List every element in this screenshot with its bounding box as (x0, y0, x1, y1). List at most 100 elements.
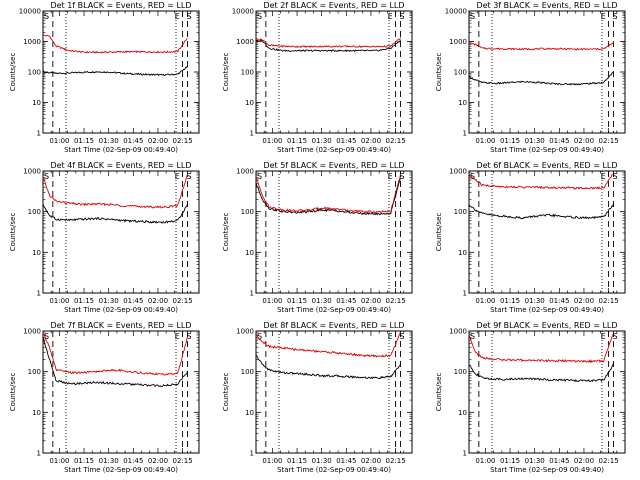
y-tick-label: 10 (458, 409, 467, 417)
x-tick-label: 01:45 (123, 297, 143, 305)
interval-marker-label: S (400, 172, 405, 181)
x-tick-label: 02:00 (148, 457, 168, 465)
x-tick-label: 02:00 (148, 137, 168, 145)
x-axis-label: Start Time (02-Sep-09 00:49:40) (490, 306, 604, 314)
interval-marker-label: E (601, 12, 606, 21)
x-tick-label: 02:15 (172, 137, 192, 145)
chart-title: Det 4f BLACK = Events, RED = LLD (50, 161, 191, 170)
interval-marker-label: E (601, 332, 606, 341)
lld-series-line (42, 34, 188, 54)
plot-frame (468, 170, 626, 294)
interval-marker-label: S (400, 332, 405, 341)
x-tick-label: 02:00 (148, 297, 168, 305)
y-tick-label: 100 (28, 208, 41, 216)
y-tick-label: 1 (37, 130, 41, 138)
chart-title: Det 3f BLACK = Events, RED = LLD (476, 1, 617, 10)
y-tick-label: 10000 (19, 8, 41, 16)
interval-marker-label: S (44, 172, 49, 181)
x-tick-label: 01:00 (49, 297, 69, 305)
interval-marker-label: S (187, 332, 192, 341)
x-tick-label: 01:45 (549, 137, 569, 145)
x-tick-label: 02:15 (598, 297, 618, 305)
y-tick-label: 10 (245, 249, 254, 257)
interval-marker-label: E (388, 332, 393, 341)
x-tick-label: 02:15 (598, 137, 618, 145)
events-series-line (42, 203, 188, 224)
interval-marker-label: S (187, 172, 192, 181)
y-axis-label: Counts/sec (9, 53, 17, 92)
interval-marker-label: S (44, 332, 49, 341)
y-tick-label: 1000 (23, 38, 41, 46)
interval-marker-label: S (613, 172, 618, 181)
y-tick-label: 100 (28, 368, 41, 376)
x-tick-label: 02:15 (172, 457, 192, 465)
y-tick-label: 1 (37, 450, 41, 458)
interval-marker-label: S (257, 172, 262, 181)
y-tick-label: 1000 (23, 328, 41, 336)
y-tick-label: 1 (463, 290, 467, 298)
x-tick-label: 02:15 (385, 297, 405, 305)
interval-marker-label: E (601, 172, 606, 181)
chart-panel-4: Det 4f BLACK = Events, RED = LLD 1 10 100 10… (9, 161, 200, 314)
x-tick-label: 01:30 (312, 457, 332, 465)
y-tick-label: 100 (241, 69, 254, 77)
interval-marker-label: E (388, 12, 393, 21)
interval-marker-label: S (613, 332, 618, 341)
y-tick-label: 10 (458, 99, 467, 107)
y-tick-label: 100 (241, 208, 254, 216)
y-tick-label: 100 (454, 69, 467, 77)
x-tick-label: 01:00 (49, 137, 69, 145)
y-tick-label: 10 (245, 409, 254, 417)
interval-marker-label: S (257, 332, 262, 341)
lld-series-line (255, 174, 401, 214)
x-tick-label: 01:45 (123, 457, 143, 465)
lld-series-line (468, 332, 614, 364)
x-tick-label: 01:45 (549, 297, 569, 305)
x-tick-label: 02:15 (598, 457, 618, 465)
x-tick-label: 02:00 (361, 137, 381, 145)
y-tick-label: 100 (454, 208, 467, 216)
y-tick-label: 1000 (449, 328, 467, 336)
interval-marker-label: S (470, 332, 475, 341)
lld-series-line (255, 37, 401, 49)
x-tick-label: 01:15 (74, 457, 94, 465)
y-tick-label: 1000 (449, 38, 467, 46)
interval-marker-label: S (613, 12, 618, 21)
x-axis-label: Start Time (02-Sep-09 00:49:40) (64, 306, 178, 314)
events-series-line (255, 39, 401, 53)
lld-series-line (468, 173, 614, 190)
plot-frame (468, 330, 626, 454)
x-tick-label: 01:45 (336, 297, 356, 305)
chart-title: Det 8f BLACK = Events, RED = LLD (263, 321, 404, 330)
x-tick-label: 01:30 (99, 457, 119, 465)
x-tick-label: 01:00 (475, 457, 495, 465)
x-tick-label: 02:00 (574, 457, 594, 465)
x-tick-label: 02:15 (385, 457, 405, 465)
y-tick-label: 1000 (236, 168, 254, 176)
x-tick-label: 01:00 (262, 457, 282, 465)
chart-title: Det 1f BLACK = Events, RED = LLD (50, 1, 191, 10)
y-axis-label: Counts/sec (435, 213, 443, 252)
plot-frame (255, 170, 413, 294)
chart-panel-5: Det 5f BLACK = Events, RED = LLD 1 10 100 10… (222, 161, 413, 314)
x-tick-label: 01:00 (475, 297, 495, 305)
chart-title: Det 7f BLACK = Events, RED = LLD (50, 321, 191, 330)
lld-series-line (468, 42, 614, 51)
x-tick-label: 01:45 (336, 457, 356, 465)
x-tick-label: 01:15 (500, 457, 520, 465)
x-axis-label: Start Time (02-Sep-09 00:49:40) (64, 146, 178, 154)
y-tick-label: 1000 (236, 328, 254, 336)
x-tick-label: 02:00 (574, 297, 594, 305)
y-tick-label: 1 (250, 130, 254, 138)
x-tick-label: 02:00 (361, 457, 381, 465)
plot-frame (255, 330, 413, 454)
events-series-line (255, 354, 401, 380)
x-axis-label: Start Time (02-Sep-09 00:49:40) (277, 466, 391, 474)
x-axis-label: Start Time (02-Sep-09 00:49:40) (64, 466, 178, 474)
x-tick-label: 01:15 (500, 137, 520, 145)
events-series-line (468, 71, 614, 86)
chart-title: Det 6f BLACK = Events, RED = LLD (476, 161, 617, 170)
interval-marker-label: S (470, 12, 475, 21)
x-tick-label: 01:15 (500, 297, 520, 305)
interval-marker-label: E (175, 172, 180, 181)
